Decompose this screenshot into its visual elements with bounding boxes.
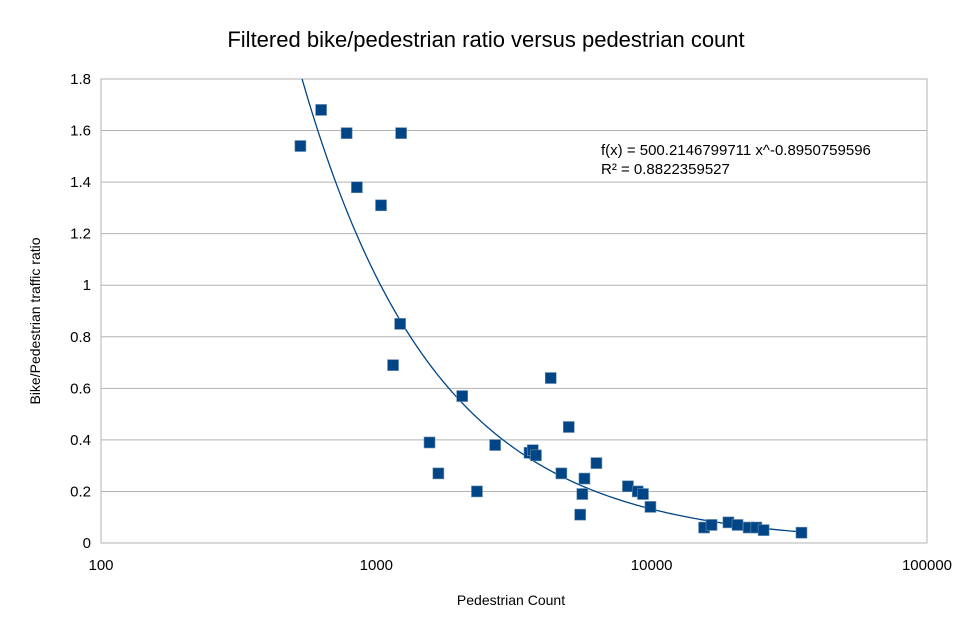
x-tick-label: 100000 [902,557,952,574]
data-point [555,467,568,480]
data-point [578,472,591,485]
x-axis-ticks: 100 1000 10000 100000 [88,557,952,574]
data-point [622,480,634,493]
data-point [489,439,501,451]
x-tick-label: 10000 [631,557,673,574]
plot-area [100,78,928,544]
y-tick-label: 0.8 [70,329,91,346]
data-point [375,199,387,212]
data-point [705,519,718,531]
data-point [757,524,770,536]
y-tick-label: 0.2 [70,483,91,500]
data-point [294,140,307,152]
x-axis-label: Pedestrian Count [457,592,565,608]
data-point [471,485,483,498]
data-point [562,421,575,433]
data-point [644,501,657,513]
y-tick-label: 1.4 [70,174,91,191]
y-axis-ticks: 0 0.2 0.4 0.6 0.8 1 1.2 1.4 1.6 1.8 [70,71,91,552]
y-tick-label: 1.2 [70,226,91,243]
trendline [301,78,802,533]
chart-title: Filtered bike/pedestrian ratio versus pe… [227,27,744,52]
trendline-r-squared: R² = 0.8822359527 [601,161,730,178]
data-point [574,508,586,521]
data-point [637,488,649,500]
data-point [351,181,363,194]
data-points [294,104,808,539]
data-point [315,104,327,116]
x-tick-label: 1000 [360,557,393,574]
x-tick-label: 100 [88,557,113,574]
y-tick-label: 1 [83,277,91,294]
trendline-equation: f(x) = 500.2146799711 x^-0.8950759596 [601,142,871,159]
y-tick-label: 0.4 [70,432,91,449]
data-point [432,467,445,480]
y-tick-label: 0.6 [70,380,91,397]
data-point [544,372,557,384]
data-point [530,449,542,462]
data-point [423,436,436,449]
data-point [387,359,399,371]
data-point [795,526,808,539]
data-point [576,488,589,500]
data-point [395,127,407,139]
data-point [731,519,744,531]
data-point [340,127,353,139]
y-tick-label: 1.6 [70,123,91,140]
data-point [456,390,468,402]
y-tick-label: 0 [83,535,91,552]
y-axis-label: Bike/Pedestrian traffic ratio [27,237,43,404]
data-point [394,318,406,330]
data-point [590,457,603,469]
y-tick-label: 1.8 [70,71,91,88]
